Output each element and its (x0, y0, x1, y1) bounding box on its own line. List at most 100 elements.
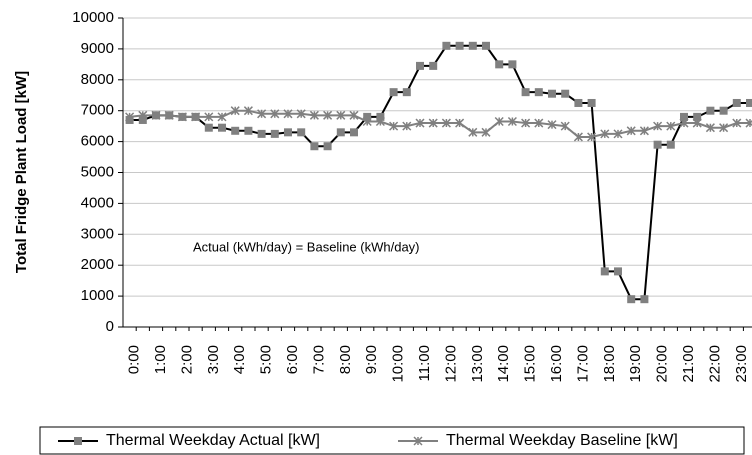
marker (297, 128, 306, 137)
marker (640, 295, 649, 304)
x-tick-label: 11:00 (416, 345, 433, 381)
marker (600, 129, 610, 139)
marker (495, 60, 504, 69)
marker (415, 118, 425, 128)
marker (679, 118, 689, 128)
marker (494, 116, 504, 127)
x-tick-label: 16:00 (548, 345, 565, 383)
marker (151, 110, 161, 120)
marker (429, 61, 438, 70)
marker (441, 118, 451, 128)
x-tick-label: 15:00 (522, 345, 539, 383)
marker (561, 89, 570, 98)
y-tick-label: 9000 (81, 40, 114, 57)
x-tick-label: 22:00 (706, 345, 723, 383)
marker (309, 110, 319, 120)
x-tick-label: 23:00 (733, 345, 750, 383)
x-tick-label: 21:00 (680, 345, 697, 383)
marker (468, 127, 478, 137)
x-tick-label: 12:00 (442, 345, 459, 383)
marker (481, 127, 491, 137)
marker (218, 123, 226, 132)
marker (376, 112, 385, 121)
marker (204, 123, 213, 132)
marker (257, 109, 267, 119)
marker (243, 106, 253, 116)
marker (534, 118, 544, 128)
y-tick-label: 5000 (81, 163, 114, 180)
marker (270, 109, 280, 119)
marker (626, 126, 636, 136)
marker (231, 126, 240, 135)
legend-box (39, 426, 745, 455)
marker (74, 437, 82, 445)
y-tick-label: 2000 (81, 256, 114, 273)
marker (705, 123, 715, 133)
marker (230, 106, 240, 116)
marker (296, 109, 306, 119)
marker (574, 98, 583, 107)
marker (402, 88, 411, 97)
marker (413, 436, 423, 446)
y-tick-label: 0 (106, 318, 114, 335)
marker (244, 126, 253, 135)
marker (732, 118, 742, 128)
marker (191, 112, 201, 122)
marker (587, 132, 597, 142)
marker (613, 129, 623, 139)
marker (693, 112, 702, 121)
y-tick-label: 3000 (81, 225, 114, 242)
marker (389, 88, 398, 97)
x-tick-label: 17:00 (574, 345, 591, 383)
marker (745, 118, 752, 128)
y-axis-label: Total Fridge Plant Load [kW] (13, 71, 30, 273)
marker (310, 142, 319, 151)
marker (666, 140, 675, 149)
marker (138, 115, 147, 124)
y-tick-label: 10000 (72, 9, 114, 26)
marker (389, 121, 399, 131)
x-tick-label: 13:00 (469, 345, 486, 383)
x-tick-label: 7:00 (310, 345, 327, 374)
marker (666, 121, 676, 131)
y-tick-label: 6000 (81, 133, 114, 150)
legend-label: Thermal Weekday Baseline [kW] (446, 432, 678, 449)
marker (270, 129, 279, 138)
marker (284, 128, 292, 137)
marker (323, 142, 332, 151)
marker (719, 106, 728, 115)
marker (639, 126, 649, 136)
marker (746, 98, 752, 107)
x-tick-label: 5:00 (258, 345, 275, 374)
marker (336, 128, 345, 137)
marker (573, 132, 583, 142)
marker (692, 118, 702, 128)
marker (614, 267, 622, 276)
marker (336, 110, 346, 120)
x-tick-label: 6:00 (284, 345, 301, 374)
y-tick-label: 8000 (81, 71, 114, 88)
x-tick-label: 2:00 (178, 345, 195, 374)
x-tick-label: 10:00 (390, 345, 407, 383)
y-tick-label: 1000 (81, 287, 114, 304)
y-tick-label: 4000 (81, 194, 114, 211)
legend-label: Thermal Weekday Actual [kW] (106, 432, 320, 449)
marker (706, 106, 715, 115)
marker (164, 110, 174, 120)
x-tick-label: 14:00 (495, 345, 512, 383)
series (125, 106, 752, 142)
marker (375, 116, 385, 127)
marker (283, 109, 293, 119)
marker (416, 61, 424, 70)
x-tick-label: 1:00 (152, 345, 169, 374)
marker (560, 121, 570, 131)
marker (349, 110, 359, 120)
marker (362, 116, 372, 127)
marker (350, 128, 358, 137)
marker (521, 88, 530, 97)
x-tick-label: 0:00 (126, 345, 143, 374)
marker (482, 41, 490, 50)
marker (402, 121, 412, 131)
marker (125, 112, 135, 122)
marker (680, 112, 688, 121)
